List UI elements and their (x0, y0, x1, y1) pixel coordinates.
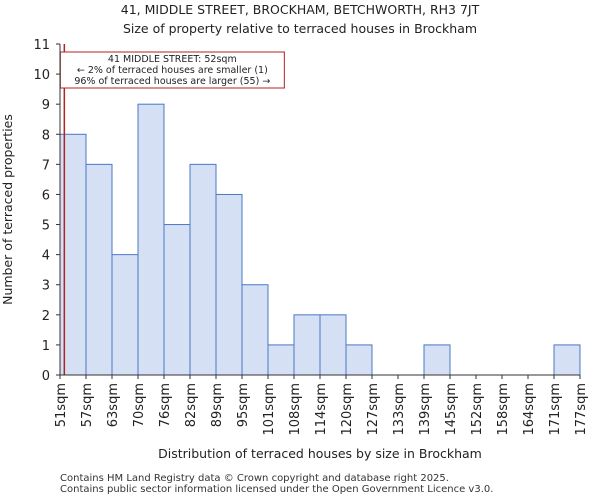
histogram-bar (215, 193, 243, 376)
histogram-bar (111, 254, 139, 376)
histogram-bar (293, 314, 321, 376)
y-tick-label: 10 (33, 68, 50, 83)
histogram-bar (163, 224, 191, 376)
x-tick-label: 57sqm (80, 383, 95, 427)
x-tick-label: 120sqm (340, 383, 355, 436)
histogram-bar (241, 284, 269, 376)
histogram-bar (345, 344, 373, 376)
y-tick-label: 6 (42, 188, 50, 203)
histogram-bar (85, 163, 113, 376)
y-tick-label: 5 (42, 219, 50, 234)
x-tick-label: 133sqm (392, 383, 407, 436)
x-tick-label: 63sqm (106, 383, 121, 427)
x-tick-label: 82sqm (184, 383, 199, 427)
y-tick-label: 4 (42, 249, 50, 264)
y-tick-label: 7 (42, 158, 50, 173)
x-tick-label: 127sqm (366, 383, 381, 436)
histogram-bar (189, 163, 217, 376)
footer-line-2: Contains public sector information licen… (60, 484, 494, 495)
annotation-line-1: 41 MIDDLE STREET: 52sqm (108, 54, 237, 65)
histogram-bar (319, 314, 347, 376)
x-tick-label: 76sqm (158, 383, 173, 427)
x-tick-label: 158sqm (496, 383, 511, 436)
histogram-bar (553, 344, 581, 376)
x-tick-label: 139sqm (418, 383, 433, 436)
x-tick-label: 101sqm (262, 383, 277, 436)
y-tick-label: 0 (42, 369, 50, 384)
x-tick-label: 152sqm (470, 383, 485, 436)
histogram-bar (137, 103, 165, 376)
y-tick-label: 3 (42, 279, 50, 294)
y-tick-label: 9 (42, 98, 50, 113)
x-axis-label: Distribution of terraced houses by size … (158, 446, 482, 461)
histogram-bar (423, 344, 451, 376)
x-tick-label: 51sqm (54, 383, 69, 427)
x-tick-label: 177sqm (574, 383, 589, 436)
x-tick-label: 114sqm (314, 383, 329, 436)
y-tick-label: 1 (42, 339, 50, 354)
y-axis-label: Number of terraced properties (0, 114, 15, 305)
y-tick-label: 8 (42, 128, 50, 143)
x-tick-label: 108sqm (288, 383, 303, 436)
x-tick-label: 70sqm (132, 383, 147, 427)
chart-subtitle: Size of property relative to terraced ho… (122, 21, 478, 36)
x-tick-label: 89sqm (210, 383, 225, 427)
annotation-line-2: ← 2% of terraced houses are smaller (1) (77, 65, 268, 76)
x-tick-label: 164sqm (522, 383, 537, 436)
x-tick-label: 171sqm (548, 383, 563, 436)
histogram-chart: 0 1 2 3 4 5 6 7 8 9 10 11 51sqm 57sqm 63sqm 70sqm 76sqm… (0, 38, 589, 461)
x-tick-label: 95sqm (236, 383, 251, 427)
chart-title: 41, MIDDLE STREET, BROCKHAM, BETCHWORTH,… (120, 2, 480, 17)
footer-line-1: Contains HM Land Registry data © Crown c… (60, 473, 449, 484)
x-tick-label: 145sqm (444, 383, 459, 436)
annotation-line-3: 96% of terraced houses are larger (55) → (74, 76, 270, 87)
histogram-bar (267, 344, 295, 376)
y-tick-label: 2 (42, 309, 50, 324)
y-tick-label: 11 (33, 38, 50, 53)
